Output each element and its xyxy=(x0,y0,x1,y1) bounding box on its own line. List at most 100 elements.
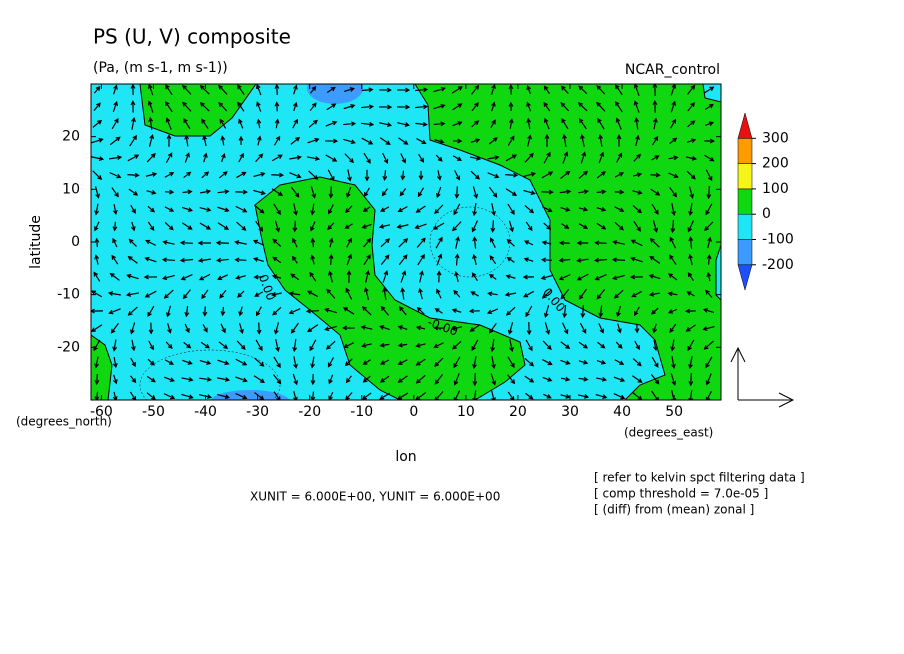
vector xyxy=(92,170,103,181)
vector xyxy=(543,305,550,318)
vector xyxy=(235,275,246,280)
vector xyxy=(379,342,390,348)
vector xyxy=(292,373,299,386)
vector xyxy=(91,290,103,298)
vector xyxy=(418,170,424,181)
vector xyxy=(293,84,298,95)
vector xyxy=(199,84,210,95)
vector xyxy=(491,101,496,112)
vector xyxy=(182,84,192,95)
vector xyxy=(148,340,154,351)
vector xyxy=(667,273,678,281)
vector xyxy=(202,306,208,317)
vector xyxy=(345,205,353,214)
contour-fill xyxy=(91,84,721,400)
vector xyxy=(450,326,462,331)
vector xyxy=(525,392,534,400)
vector xyxy=(435,236,443,249)
vector xyxy=(235,189,248,195)
vector xyxy=(506,256,515,263)
vector xyxy=(380,359,390,365)
vector xyxy=(669,137,678,145)
vector xyxy=(360,325,373,330)
y-tick-label: -10 xyxy=(57,287,80,303)
vector xyxy=(580,133,585,147)
vector xyxy=(147,84,154,96)
vector xyxy=(611,257,626,263)
vector xyxy=(471,339,479,352)
vector xyxy=(201,118,209,129)
vector xyxy=(345,287,353,300)
vector xyxy=(362,375,371,383)
colorbar-label: 0 xyxy=(762,206,771,222)
vector xyxy=(415,205,426,213)
vector xyxy=(706,186,712,200)
vector xyxy=(453,373,460,386)
vector xyxy=(705,169,713,182)
vector xyxy=(614,359,625,365)
vector xyxy=(310,203,316,216)
vector xyxy=(472,253,477,266)
vector xyxy=(310,221,316,232)
vector xyxy=(253,172,266,178)
vector xyxy=(667,308,678,314)
vector xyxy=(542,376,553,382)
vector xyxy=(507,322,514,335)
vector xyxy=(471,272,478,282)
vector xyxy=(488,322,497,334)
x-unit: (degrees_east) xyxy=(624,426,713,440)
vector xyxy=(109,172,122,179)
vector xyxy=(148,116,154,131)
vector xyxy=(218,84,228,95)
vector xyxy=(597,341,606,349)
vector xyxy=(201,289,209,300)
vector xyxy=(688,253,693,266)
vector xyxy=(542,340,552,351)
vector xyxy=(397,87,411,93)
vector xyxy=(202,324,208,333)
vector xyxy=(379,87,392,93)
vector xyxy=(235,376,248,383)
vector xyxy=(238,118,244,129)
vector xyxy=(130,221,136,232)
vector xyxy=(704,103,714,110)
vector xyxy=(347,169,352,182)
vector xyxy=(235,393,248,400)
vector xyxy=(292,101,298,112)
vector xyxy=(167,323,172,334)
vector xyxy=(398,137,409,145)
vector xyxy=(182,189,193,195)
vector xyxy=(416,138,427,145)
vector xyxy=(217,377,231,382)
vector xyxy=(433,325,444,331)
vector xyxy=(615,117,622,130)
vector xyxy=(125,292,140,297)
vector xyxy=(379,375,390,383)
vector xyxy=(633,100,640,113)
vector xyxy=(146,153,156,163)
vector xyxy=(578,85,588,95)
colorbar-box xyxy=(737,138,753,164)
vector xyxy=(365,269,371,283)
vector xyxy=(271,172,285,178)
vector xyxy=(111,187,119,198)
vector xyxy=(215,240,229,246)
vector xyxy=(669,323,677,333)
vector xyxy=(705,356,713,369)
vector xyxy=(505,188,518,196)
vector xyxy=(415,358,426,366)
vector xyxy=(523,257,534,262)
vector xyxy=(507,391,515,400)
vector xyxy=(236,171,247,179)
vector xyxy=(129,134,137,147)
vector xyxy=(453,356,461,369)
vector xyxy=(629,274,643,280)
colorbar-label: -100 xyxy=(762,232,794,248)
vector xyxy=(632,205,642,214)
vector xyxy=(327,222,335,231)
vector xyxy=(397,359,408,365)
vector xyxy=(162,274,175,281)
vector xyxy=(184,305,190,318)
vector xyxy=(651,135,659,146)
vector xyxy=(598,134,604,147)
